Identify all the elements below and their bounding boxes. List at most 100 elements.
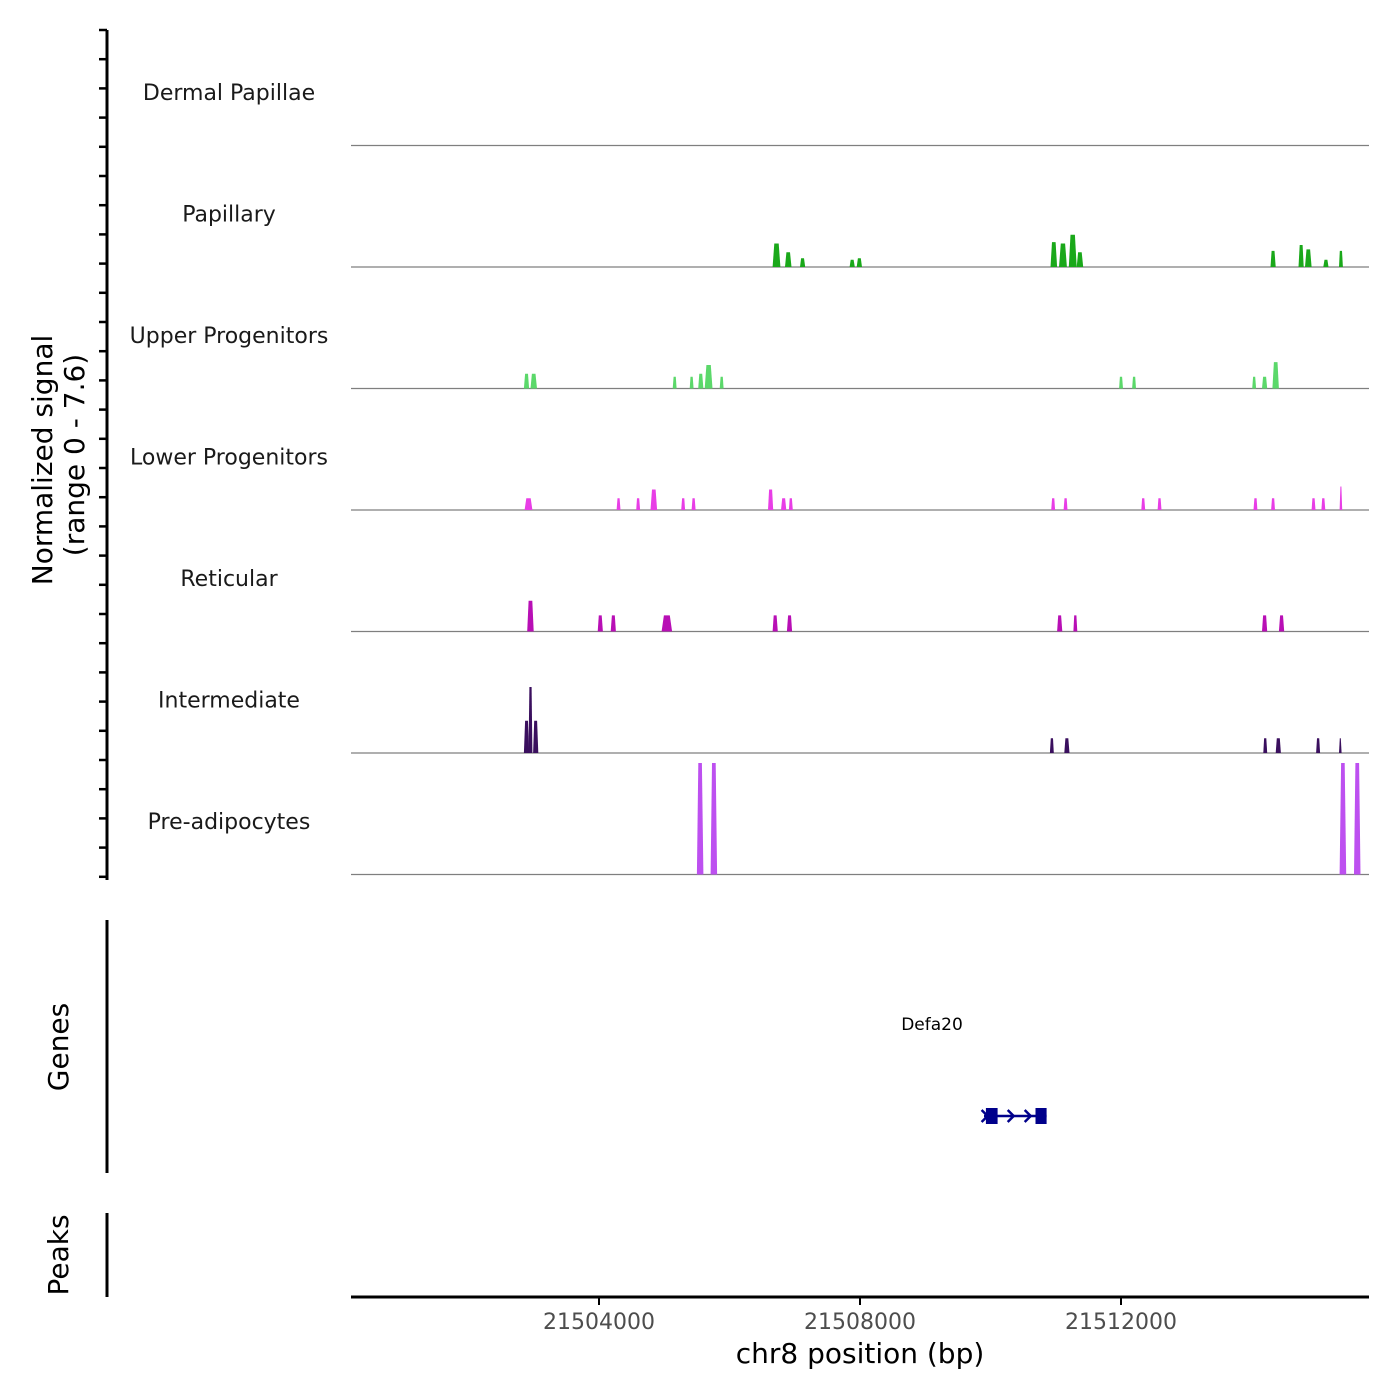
track-pre-adipocytes: Pre-adipocytes: [148, 763, 1369, 876]
genes-track-label: Genes: [42, 1003, 75, 1091]
coverage-axis: [99, 28, 109, 880]
gene-strand-arrow: [980, 1109, 990, 1123]
coverage-peak: [1157, 498, 1162, 510]
coverage-peak: [681, 498, 686, 510]
coverage-peak: [1339, 738, 1342, 753]
coverage-peak: [1305, 249, 1312, 267]
coverage-peak: [1141, 498, 1146, 510]
coverage-peak: [610, 615, 616, 632]
y-axis-title-line2: (range 0 - 7.6): [58, 354, 91, 556]
coverage-peak: [849, 259, 855, 267]
track-reticular: Reticular: [180, 567, 1369, 633]
coverage-peak: [523, 373, 530, 389]
track-label-upper-progenitors: Upper Progenitors: [130, 324, 329, 349]
coverage-peak: [691, 498, 696, 510]
coverage-peak: [1278, 615, 1285, 632]
coverage-peak: [689, 376, 694, 389]
coverage-peak: [1339, 486, 1343, 510]
coverage-peak: [856, 258, 862, 267]
coverage-peak: [1262, 615, 1268, 632]
coverage-peak: [786, 615, 793, 632]
y-axis-title-line1: Normalized signal: [26, 335, 59, 586]
track-label-pre-adipocytes: Pre-adipocytes: [148, 810, 311, 835]
coverage-peak: [1059, 243, 1067, 267]
coverage-peak: [1339, 763, 1347, 875]
coverage-peak: [772, 615, 778, 632]
peaks-track: Peaks: [42, 1213, 109, 1297]
track-label-reticular: Reticular: [180, 567, 278, 592]
coverage-peak: [772, 243, 781, 267]
gene-model-defa20: [980, 1108, 1047, 1124]
coverage-peak: [781, 498, 787, 510]
coverage-peak: [524, 498, 533, 510]
coverage-peak: [597, 615, 603, 632]
coverage-tracks: Dermal Papillae Papillary Upper Progenitor…: [130, 81, 1369, 876]
coverage-peak: [672, 376, 677, 389]
coverage-peak: [1132, 376, 1136, 389]
gene-label-defa20: Defa20: [901, 1015, 963, 1035]
coverage-peak: [1252, 376, 1257, 389]
coverage-peak: [650, 489, 658, 510]
coverage-peak: [1262, 376, 1268, 389]
coverage-peak: [1050, 242, 1058, 267]
coverage-peak: [788, 498, 793, 510]
peaks-track-label: Peaks: [42, 1214, 75, 1295]
coverage-peak: [1049, 738, 1054, 753]
gene-strand-arrow: [1006, 1109, 1016, 1123]
x-axis: 21504000 21508000 21512000: [351, 1295, 1369, 1335]
coverage-peak: [1064, 738, 1070, 753]
coverage-peak: [1119, 376, 1123, 389]
coverage-peak: [1275, 738, 1281, 753]
coverage-peak: [1316, 738, 1321, 753]
coverage-peak: [1263, 738, 1268, 753]
x-axis-title: chr8 position (bp): [736, 1337, 985, 1370]
coverage-peak: [704, 365, 713, 389]
track-dermal-papillae: Dermal Papillae: [143, 81, 1369, 147]
track-papillary: Papillary: [182, 203, 1369, 268]
coverage-peak: [530, 373, 537, 389]
track-intermediate: Intermediate: [158, 687, 1369, 754]
coverage-peak: [1076, 252, 1084, 267]
coverage-peak: [1068, 234, 1077, 267]
coverage-peak: [636, 498, 641, 510]
x-tick-label: 21504000: [543, 1310, 655, 1335]
track-label-intermediate: Intermediate: [158, 689, 300, 714]
x-tick-label: 21508000: [804, 1310, 916, 1335]
coverage-peak: [696, 763, 704, 875]
coverage-peak: [1057, 615, 1063, 632]
coverage-peak: [768, 489, 774, 510]
coverage-peak: [527, 600, 534, 632]
coverage-peak: [719, 376, 724, 389]
coverage-peak: [1271, 498, 1275, 510]
coverage-peak: [1073, 615, 1078, 632]
coverage-peak: [661, 615, 673, 632]
track-lower-progenitors: Lower Progenitors: [130, 446, 1369, 511]
coverage-peak: [523, 720, 530, 753]
gene-exon: [985, 1108, 998, 1124]
coverage-peak: [1321, 498, 1326, 510]
coverage-peak: [616, 498, 621, 510]
track-label-papillary: Papillary: [182, 203, 276, 228]
coverage-peak: [785, 252, 792, 267]
track-label-lower-progenitors: Lower Progenitors: [130, 446, 328, 471]
gene-strand-arrow: [1023, 1109, 1033, 1123]
coverage-peak: [1298, 245, 1304, 267]
track-label-dermal-papillae: Dermal Papillae: [143, 81, 315, 106]
coverage-peak: [1323, 259, 1329, 267]
y-axis-title: Normalized signal (range 0 - 7.6): [26, 335, 91, 586]
x-tick-label: 21512000: [1065, 1310, 1177, 1335]
coverage-peak: [533, 720, 539, 753]
genes-track: Genes Defa20: [42, 920, 1047, 1173]
coverage-peak: [710, 763, 718, 875]
coverage-peak: [698, 373, 704, 389]
coverage-peak: [1339, 250, 1343, 267]
coverage-peak: [1270, 250, 1276, 267]
coverage-peak: [800, 258, 806, 267]
coverage-peak: [1354, 763, 1361, 875]
coverage-peak: [1253, 498, 1258, 510]
coverage-peak: [528, 687, 533, 753]
gene-exon: [1035, 1108, 1047, 1124]
track-upper-progenitors: Upper Progenitors: [130, 324, 1369, 390]
coverage-peak: [1063, 498, 1068, 510]
